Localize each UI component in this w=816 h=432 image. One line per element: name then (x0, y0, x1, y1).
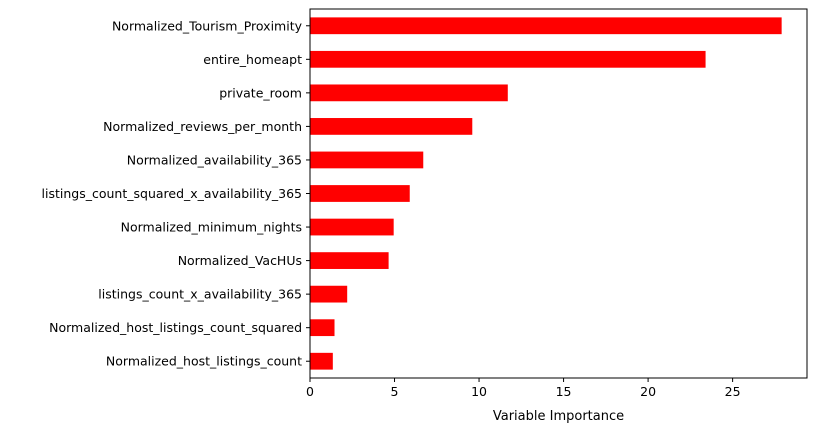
y-tick-label: private_room (219, 85, 302, 100)
bar (310, 50, 706, 68)
bar (310, 118, 473, 135)
x-tick-label: 0 (306, 384, 314, 399)
x-tick-label: 10 (471, 384, 487, 399)
y-tick-label: entire_homeapt (203, 52, 302, 67)
y-tick-label: Normalized_minimum_nights (121, 220, 302, 235)
x-tick-label: 5 (391, 384, 399, 399)
bars-group (310, 17, 782, 370)
x-tick-label: 20 (640, 384, 656, 399)
bar (310, 352, 333, 370)
y-tick-label: Normalized_VacHUs (178, 253, 302, 268)
y-tick-label: Normalized_availability_365 (127, 152, 302, 167)
bar (310, 319, 335, 337)
y-tick-label: Normalized_host_listings_count_squared (49, 320, 302, 335)
y-tick-label: Normalized_host_listings_count (106, 354, 302, 369)
x-axis-label: Variable Importance (493, 409, 624, 424)
bar (310, 185, 410, 202)
y-tick-label: Normalized_reviews_per_month (103, 119, 302, 134)
bar (310, 218, 394, 236)
y-tick-labels: Normalized_Tourism_Proximity entire_homea… (42, 18, 310, 369)
y-tick-label: Normalized_Tourism_Proximity (112, 18, 303, 33)
x-ticks: 0 5 10 15 20 25 (306, 378, 741, 399)
bar (310, 84, 508, 102)
x-tick-label: 15 (556, 384, 572, 399)
bar (310, 252, 389, 269)
y-tick-label: listings_count_squared_x_availability_36… (42, 186, 302, 201)
x-tick-label: 25 (725, 384, 741, 399)
y-tick-label: listings_count_x_availability_365 (98, 287, 302, 302)
bar (310, 151, 424, 169)
bar (310, 17, 782, 35)
bar (310, 285, 348, 303)
plot-frame (309, 8, 808, 379)
